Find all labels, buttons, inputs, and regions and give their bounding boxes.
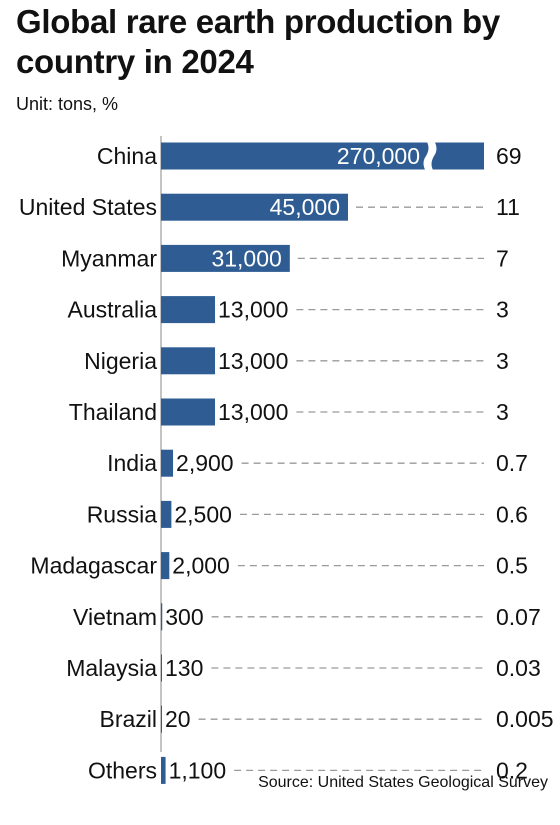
value-label-nigeria: 13,000 [218, 348, 288, 374]
category-label-australia: Australia [68, 297, 158, 323]
share-label-madagascar: 0.5 [496, 553, 528, 579]
category-label-china: China [97, 143, 157, 169]
value-label-myanmar: 31,000 [211, 245, 281, 271]
share-label-nigeria: 3 [496, 348, 509, 374]
share-label-india: 0.7 [496, 450, 528, 476]
share-label-thailand: 3 [496, 399, 509, 425]
value-label-madagascar: 2,000 [172, 553, 230, 579]
share-label-china: 69 [496, 143, 522, 169]
category-label-nigeria: Nigeria [84, 348, 157, 374]
share-label-myanmar: 7 [496, 245, 509, 271]
bar-brazil [161, 705, 162, 733]
value-label-united-states: 45,000 [270, 194, 340, 220]
bar-myanmar [161, 244, 290, 272]
share-label-others: 0.2 [496, 757, 528, 783]
value-label-others: 1,100 [169, 757, 227, 783]
bar-united-states [161, 193, 348, 221]
bar-thailand [161, 398, 216, 426]
share-label-united-states: 11 [496, 194, 520, 220]
category-label-myanmar: Myanmar [61, 245, 157, 271]
bar-madagascar [161, 552, 170, 580]
bar-russia [161, 500, 172, 528]
chart-title: Global rare earth production by country … [16, 3, 500, 80]
bar-malaysia [161, 654, 162, 682]
value-label-india: 2,900 [176, 450, 234, 476]
category-label-thailand: Thailand [69, 399, 157, 425]
bar-others [161, 756, 166, 784]
source-note: Source: United States Geological Survey [258, 774, 548, 791]
category-label-others: Others [88, 757, 157, 783]
category-label-united-states: United States [19, 194, 157, 220]
bar-australia [161, 296, 216, 324]
category-label-india: India [107, 450, 157, 476]
value-label-china: 270,000 [337, 143, 420, 169]
value-label-australia: 13,000 [218, 297, 288, 323]
value-label-thailand: 13,000 [218, 399, 288, 425]
share-label-australia: 3 [496, 297, 509, 323]
category-label-brazil: Brazil [99, 706, 157, 732]
bar-india [161, 449, 174, 477]
category-label-russia: Russia [87, 501, 158, 527]
unit-label: Unit: tons, % [16, 94, 119, 114]
value-label-vietnam: 300 [165, 604, 203, 630]
value-label-malaysia: 130 [165, 655, 203, 681]
category-label-vietnam: Vietnam [73, 604, 157, 630]
category-label-malaysia: Malaysia [66, 655, 157, 681]
share-label-brazil: 0.005 [496, 706, 554, 732]
value-label-russia: 2,500 [174, 501, 232, 527]
share-label-russia: 0.6 [496, 501, 528, 527]
axis-break-mark [423, 140, 437, 172]
category-label-madagascar: Madagascar [30, 553, 157, 579]
share-label-malaysia: 0.03 [496, 655, 541, 681]
bar-vietnam [161, 603, 163, 631]
share-label-vietnam: 0.07 [496, 604, 541, 630]
bar-nigeria [161, 347, 216, 375]
value-label-brazil: 20 [165, 706, 191, 732]
